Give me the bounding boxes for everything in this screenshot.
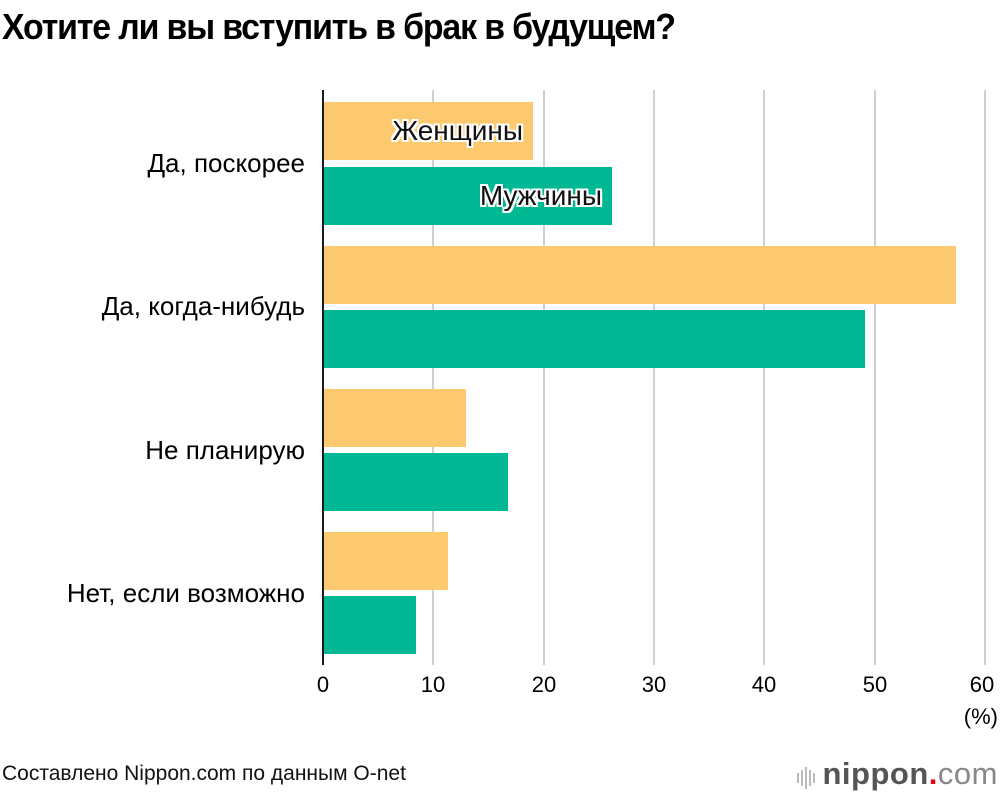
legend-label-women: Женщины bbox=[392, 115, 523, 146]
gridline-10 bbox=[432, 90, 434, 665]
gridline-50 bbox=[874, 90, 876, 665]
gridline-40 bbox=[763, 90, 765, 665]
logo-dot: . bbox=[928, 756, 938, 791]
logo-main: nippon bbox=[822, 756, 929, 791]
bar-men bbox=[324, 310, 865, 368]
sound-bars-icon bbox=[796, 758, 817, 794]
bar-men: Мужчины bbox=[324, 167, 612, 225]
legend-label-men: Мужчины bbox=[479, 180, 602, 211]
bar-women: Женщины bbox=[324, 102, 533, 160]
bar-women bbox=[324, 532, 448, 590]
bar-men bbox=[324, 453, 508, 511]
x-tick-label: 40 bbox=[751, 672, 777, 697]
bar-women bbox=[324, 246, 956, 304]
gridline-60 bbox=[984, 90, 986, 665]
y-axis-line bbox=[322, 90, 324, 665]
x-tick-label: 30 bbox=[641, 672, 667, 697]
category-label: Не планирую bbox=[145, 435, 305, 465]
category-label: Нет, если возможно bbox=[66, 578, 305, 608]
x-tick-label: 50 bbox=[862, 672, 888, 697]
x-tick-label: 20 bbox=[531, 672, 557, 697]
category-label: Да, поскорее bbox=[147, 148, 305, 178]
bar-men bbox=[324, 596, 416, 654]
x-tick-label: 0 bbox=[316, 672, 330, 697]
logo-suffix: com bbox=[937, 756, 998, 791]
source-note: Составлено Nippon.com по данным O-net bbox=[2, 762, 406, 785]
gridline-20 bbox=[543, 90, 545, 665]
category-label: Да, когда-нибудь bbox=[101, 291, 305, 321]
chart-title: Хотите ли вы вступить в брак в будущем? bbox=[2, 6, 676, 47]
x-tick-label: 10 bbox=[420, 672, 446, 697]
nippon-logo: nippon.com bbox=[796, 756, 999, 794]
x-axis-unit: (%) bbox=[963, 704, 998, 729]
x-tick-label: 60 bbox=[969, 672, 995, 697]
bar-women bbox=[324, 389, 466, 447]
gridline-30 bbox=[653, 90, 655, 665]
